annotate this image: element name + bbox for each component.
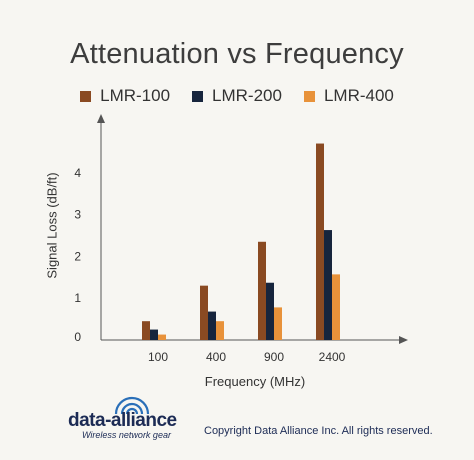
legend-item-lmr-100: LMR-100 [80, 86, 170, 106]
legend-swatch [303, 90, 315, 102]
bar-lmr-400-900 [274, 307, 282, 340]
legend-item-lmr-400: LMR-400 [303, 86, 394, 106]
bar-lmr-200-100 [150, 329, 158, 340]
data-alliance-logo: data-alliance Wireless network gear [68, 396, 198, 444]
bar-lmr-400-400 [216, 321, 224, 340]
y-tick-label: 1 [74, 291, 81, 305]
logo-wordmark: data-alliance [68, 410, 177, 431]
y-axis-label: Signal Loss (dB/ft) [44, 172, 60, 279]
bar-lmr-400-100 [158, 334, 166, 340]
bars-group [142, 143, 340, 340]
bar-lmr-100-2400 [316, 143, 324, 340]
legend-label: LMR-400 [323, 86, 394, 105]
y-tick-label: 3 [74, 208, 81, 222]
y-tick-label: 2 [74, 249, 81, 263]
chart-title: Attenuation vs Frequency [70, 38, 404, 70]
legend-label: LMR-100 [100, 86, 171, 105]
bar-lmr-100-100 [142, 321, 150, 340]
bar-lmr-100-400 [200, 285, 208, 340]
wifi-arcs-icon [114, 396, 150, 415]
bar-lmr-200-400 [208, 311, 216, 340]
x-tick-label: 400 [206, 350, 226, 364]
bar-lmr-200-2400 [324, 230, 332, 340]
y-tick-label: 0 [74, 330, 81, 344]
y-axis-arrow [97, 114, 105, 123]
bar-lmr-200-900 [266, 282, 274, 340]
x-ticks-group: 100 400 900 2400 [148, 350, 346, 364]
legend-item-lmr-200: LMR-200 [192, 86, 282, 106]
bar-lmr-100-900 [258, 241, 266, 340]
y-tick-label: 4 [74, 166, 81, 180]
x-tick-label: 100 [148, 350, 168, 364]
logo-tagline: Wireless network gear [82, 430, 171, 440]
legend-swatch [80, 90, 92, 102]
chart-legend: LMR-100 LMR-200 LMR-400 [0, 86, 474, 106]
y-ticks-group: 0 1 2 3 4 [74, 166, 81, 344]
x-tick-label: 900 [264, 350, 284, 364]
copyright-notice: Copyright Data Alliance Inc. All rights … [204, 425, 433, 437]
chart-axes [97, 114, 408, 344]
x-axis-arrow [399, 336, 408, 344]
legend-swatch [192, 90, 204, 102]
bar-lmr-400-2400 [332, 274, 340, 340]
x-axis-label: Frequency (MHz) [204, 374, 306, 389]
x-tick-label: 2400 [319, 350, 346, 364]
legend-label: LMR-200 [212, 86, 282, 105]
